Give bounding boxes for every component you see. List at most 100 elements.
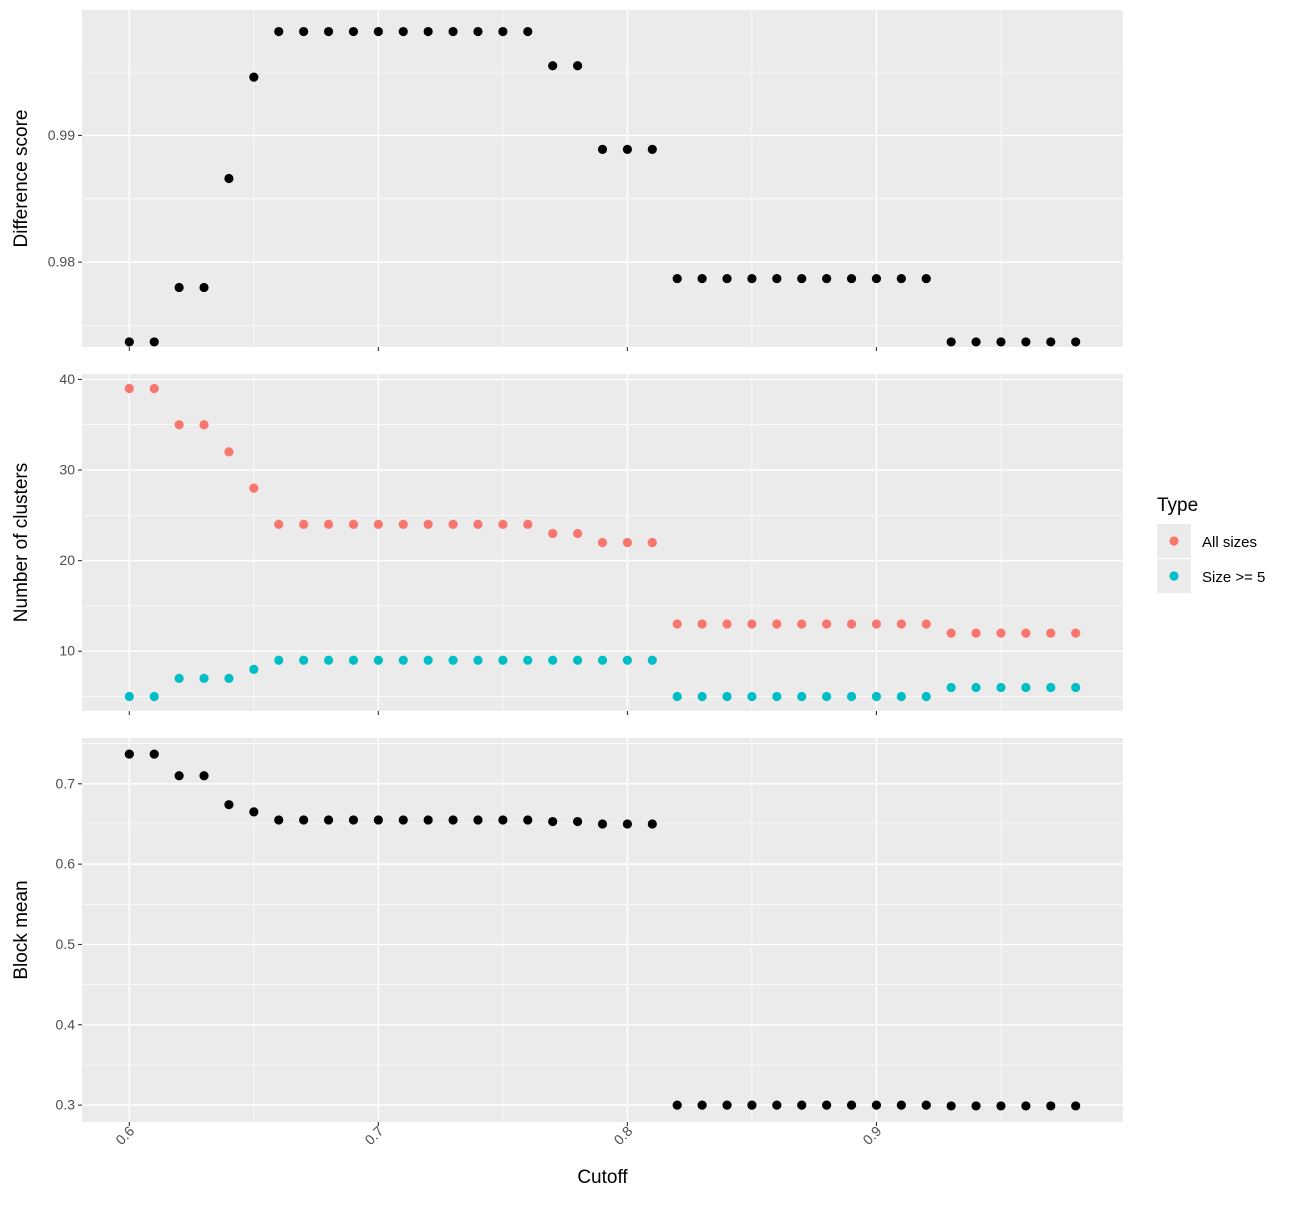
data-point <box>174 673 184 683</box>
data-point <box>697 1100 707 1110</box>
data-point <box>871 619 882 629</box>
data-point <box>971 682 981 693</box>
data-point <box>448 655 458 665</box>
data-point <box>597 819 608 829</box>
data-point <box>996 628 1006 638</box>
y-tick-label: 30 <box>59 462 75 478</box>
data-point <box>572 816 583 827</box>
data-point <box>921 273 931 284</box>
x-tick-label: 0.8 <box>610 1123 635 1148</box>
data-point <box>971 337 981 347</box>
data-point <box>199 420 209 430</box>
data-point <box>822 619 832 629</box>
data-point <box>323 26 334 37</box>
data-point <box>473 815 483 825</box>
data-point <box>1021 1101 1031 1111</box>
y-axis-title: Block mean <box>11 880 32 979</box>
data-point <box>274 815 284 825</box>
data-point <box>323 655 334 665</box>
data-point <box>722 273 732 284</box>
data-point <box>846 691 857 702</box>
data-point <box>124 691 134 702</box>
data-point <box>498 655 508 665</box>
y-tick-label: 10 <box>59 643 75 659</box>
data-point <box>722 691 732 702</box>
legend-marker <box>1169 536 1179 546</box>
data-point <box>348 26 359 37</box>
data-point <box>274 519 284 529</box>
data-point <box>473 26 483 37</box>
data-point <box>871 1100 882 1110</box>
data-point <box>747 691 757 702</box>
data-point <box>473 655 483 665</box>
data-point <box>1071 628 1081 638</box>
data-point <box>871 691 882 702</box>
legend-marker <box>1169 571 1179 581</box>
data-point <box>149 749 159 759</box>
data-point <box>299 655 309 665</box>
data-point <box>1046 682 1056 693</box>
data-point <box>622 819 633 829</box>
data-point <box>797 691 807 702</box>
data-point <box>199 282 209 293</box>
y-tick-label: 20 <box>59 552 75 568</box>
data-point <box>697 691 707 702</box>
data-point <box>946 1101 956 1111</box>
legend-title: Type <box>1157 495 1198 516</box>
data-point <box>921 619 931 629</box>
data-point <box>572 655 583 665</box>
data-point <box>124 337 134 347</box>
data-point <box>822 1100 832 1110</box>
legend-label: Size >= 5 <box>1202 569 1265 586</box>
data-point <box>672 691 682 702</box>
data-point <box>373 26 383 37</box>
data-point <box>523 655 533 665</box>
data-point <box>1071 1101 1081 1111</box>
data-point <box>647 144 657 154</box>
data-point <box>299 26 309 37</box>
data-point <box>896 1100 906 1110</box>
data-point <box>149 383 159 394</box>
data-point <box>996 682 1006 693</box>
data-point <box>1071 337 1081 347</box>
data-point <box>249 72 259 82</box>
data-point <box>797 273 807 284</box>
data-point <box>747 619 757 629</box>
x-tick-label: 0.6 <box>112 1123 137 1148</box>
panel-1: 0.98 0.99 Difference score <box>11 10 1123 351</box>
data-point <box>971 628 981 638</box>
data-point <box>996 337 1006 347</box>
data-point <box>597 144 608 154</box>
data-point <box>946 682 956 693</box>
data-point <box>473 519 483 529</box>
data-point <box>1021 337 1031 347</box>
data-point <box>896 691 906 702</box>
data-point <box>647 819 657 829</box>
data-point <box>373 815 383 825</box>
y-tick-label: 0.3 <box>56 1097 76 1113</box>
y-tick-label: 0.5 <box>56 936 76 952</box>
data-point <box>149 337 159 347</box>
data-point <box>747 1100 757 1110</box>
y-tick-label: 0.99 <box>48 127 75 143</box>
data-point <box>224 173 234 184</box>
data-point <box>946 628 956 638</box>
data-point <box>423 815 433 825</box>
legend-label: All sizes <box>1202 534 1257 551</box>
data-point <box>572 528 583 539</box>
data-point <box>747 273 757 284</box>
data-point <box>174 771 184 781</box>
data-point <box>772 619 782 629</box>
panel-3: 0.3 0.4 0.5 0.6 0.7 Block mean <box>11 738 1123 1126</box>
data-point <box>448 26 458 37</box>
data-point <box>498 815 508 825</box>
panel-plot-area <box>82 374 1123 711</box>
data-point <box>398 519 408 529</box>
data-point <box>448 815 458 825</box>
data-point <box>548 655 558 665</box>
data-point <box>423 519 433 529</box>
x-axis-title: Cutoff <box>577 1167 628 1188</box>
data-point <box>722 619 732 629</box>
